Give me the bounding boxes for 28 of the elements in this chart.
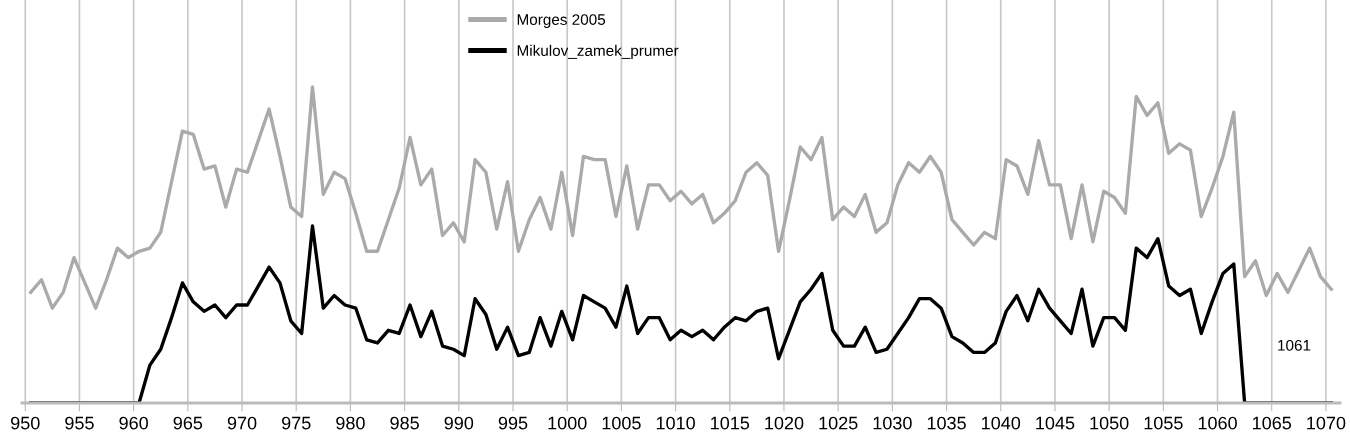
x-tick-label: 1030 — [873, 416, 912, 430]
x-tick-label: 1005 — [602, 416, 641, 430]
x-tick-label: 1035 — [927, 416, 966, 430]
x-tick-label: 985 — [390, 416, 419, 430]
x-tick-label: 1060 — [1198, 416, 1237, 430]
x-tick-label: 1020 — [765, 416, 804, 430]
legend-label: Morges 2005 — [517, 14, 606, 28]
x-tick-label: 960 — [119, 416, 148, 430]
annotation: 1061 — [1278, 339, 1311, 351]
x-tick-label: 995 — [498, 416, 528, 430]
x-tick-label: 1070 — [1307, 416, 1346, 430]
x-tick-label: 1000 — [548, 416, 587, 430]
x-tick-label: 1050 — [1090, 416, 1129, 430]
x-tick-label: 1055 — [1144, 416, 1183, 430]
x-tick-label: 950 — [11, 416, 40, 430]
x-tick-label: 965 — [173, 416, 203, 430]
x-tick-label: 1025 — [819, 416, 858, 430]
x-tick-label: 975 — [282, 416, 311, 430]
x-tick-label: 1015 — [711, 416, 750, 430]
legend-label: Mikulov_zamek_prumer — [517, 44, 679, 60]
x-tick-label: 1065 — [1253, 416, 1292, 430]
x-tick-label: 980 — [336, 416, 365, 430]
x-tick-label: 1040 — [982, 416, 1021, 430]
x-tick-label: 990 — [444, 416, 474, 430]
x-tick-label: 1010 — [656, 416, 695, 430]
x-tick-label: 970 — [227, 416, 257, 430]
x-tick-label: 955 — [65, 416, 94, 430]
x-tick-label: 1045 — [1036, 416, 1075, 430]
